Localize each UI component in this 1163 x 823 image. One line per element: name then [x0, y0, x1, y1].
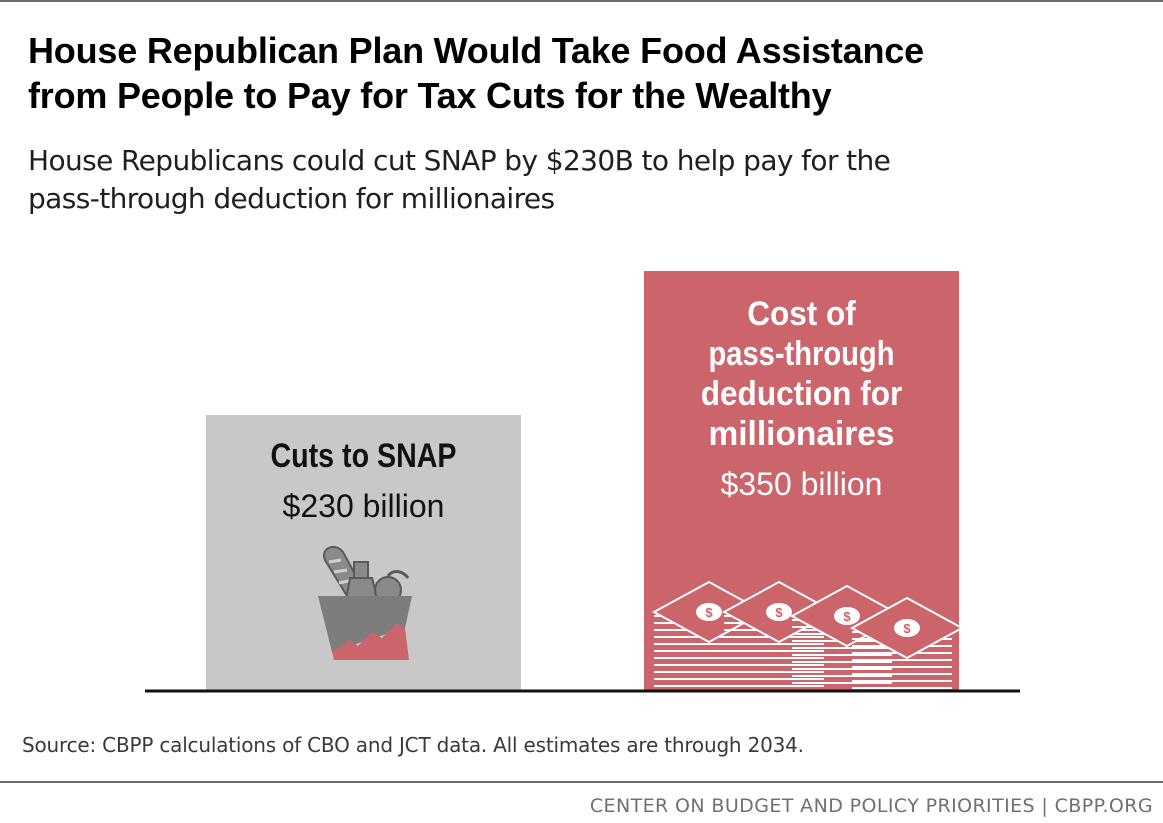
money-stack: $ — [849, 596, 965, 689]
bar-label-2-line-1: Cost of — [747, 295, 856, 333]
top-rule — [0, 0, 1163, 2]
dollar-sign-icon: $ — [843, 609, 851, 624]
grocery-bag-icon — [318, 545, 412, 660]
subtitle-line-2: pass-through deduction for millionaires — [28, 182, 555, 215]
bar-label-1-line-1: Cuts to SNAP — [271, 437, 457, 475]
money-stacks-icon: $ $ $ $ — [651, 580, 965, 689]
bar-label-2-line-3: deduction for — [701, 375, 903, 413]
bar-value-label-1: $230 billion — [283, 488, 445, 524]
chart-title: House Republican Plan Would Take Food As… — [28, 28, 1148, 118]
title-line-1: House Republican Plan Would Take Food As… — [28, 30, 924, 71]
bar-label-2-line-2: pass-through — [709, 335, 895, 373]
bar-label-2-line-4: millionaires — [709, 415, 895, 453]
bottom-rule — [0, 781, 1163, 783]
title-line-2: from People to Pay for Tax Cuts for the … — [28, 75, 832, 116]
source-note: Source: CBPP calculations of CBO and JCT… — [22, 733, 804, 757]
money-stack: $ — [651, 580, 767, 687]
bar-value-label-2: $350 billion — [721, 466, 883, 502]
dollar-sign-icon: $ — [775, 605, 783, 620]
dollar-sign-icon: $ — [705, 605, 713, 620]
footer-credit: CENTER ON BUDGET AND POLICY PRIORITIES |… — [589, 795, 1153, 817]
subtitle-line-1: House Republicans could cut SNAP by $230… — [28, 144, 891, 177]
chart-subtitle: House Republicans could cut SNAP by $230… — [28, 142, 1128, 218]
dollar-sign-icon: $ — [903, 621, 911, 636]
